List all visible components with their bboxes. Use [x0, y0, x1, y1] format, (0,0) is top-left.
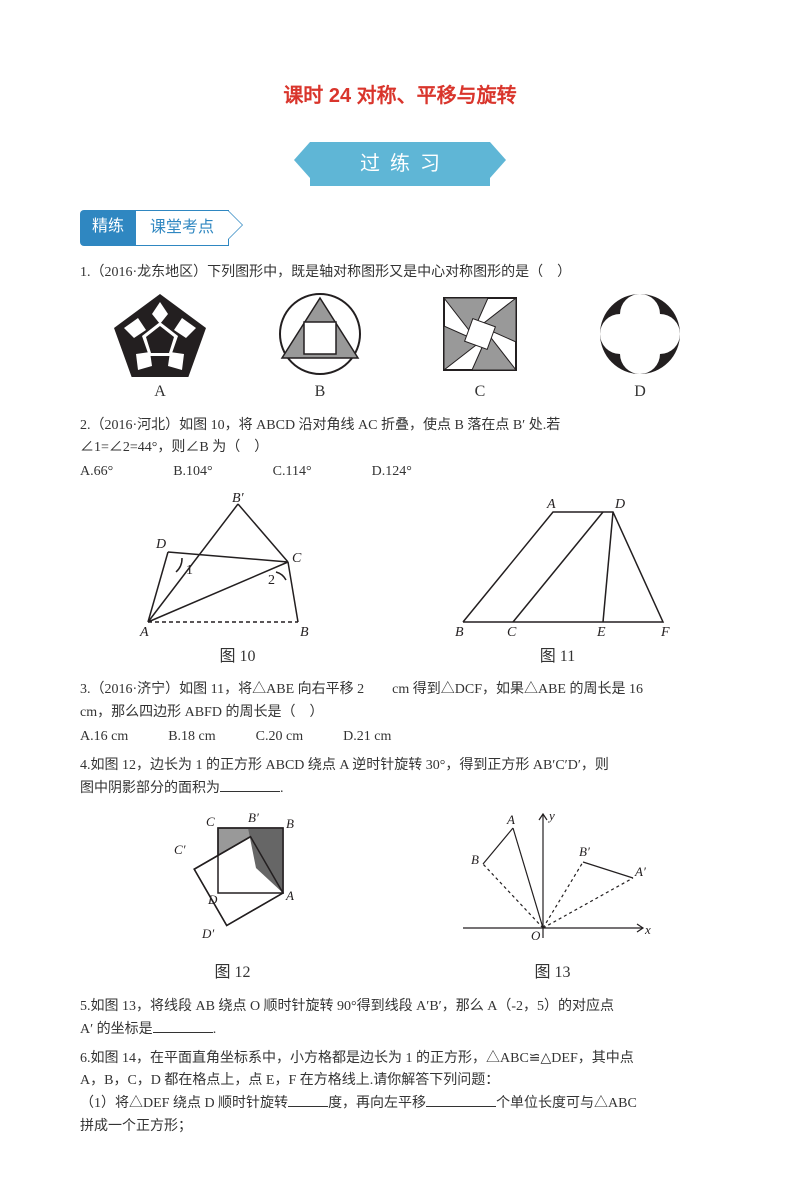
shape-a-icon [110, 292, 210, 377]
banner-wrap: 过练习 [80, 142, 720, 186]
q3-stem-1: 3.（2016·济宁）如图 11，将△ABE 向右平移 2 cm 得到△DCF，… [80, 679, 720, 701]
question-6: 6.如图 14，在平面直角坐标系中，小方格都是边长为 1 的正方形，△ABC≌△… [80, 1048, 720, 1139]
svg-text:B: B [455, 625, 464, 640]
q6-stem-4: 拼成一个正方形； [80, 1116, 720, 1138]
q2-opt-b: B.104° [173, 461, 212, 483]
svg-text:F: F [660, 625, 670, 640]
svg-text:2: 2 [268, 573, 275, 588]
q3-opt-b: B.18 cm [168, 726, 215, 748]
fig-10: A B B′ C D 1 2 图 10 [128, 492, 348, 670]
section-badge: 精练 课堂考点 [80, 210, 229, 246]
q1-label-b: B [270, 379, 370, 405]
svg-text:B′: B′ [232, 492, 245, 506]
fig13-svg: O x y A B A′ B′ [453, 808, 653, 958]
q5-stem-1: 5.如图 13，将线段 AB 绕点 O 顺时针旋转 90°得到线段 A′B′，那… [80, 996, 720, 1018]
badge-left: 精练 [80, 210, 136, 246]
q6-blank-1 [288, 1092, 328, 1107]
svg-text:B′: B′ [579, 844, 590, 859]
question-4: 4.如图 12，边长为 1 的正方形 ABCD 绕点 A 逆时针旋转 30°，得… [80, 755, 720, 986]
q1-label-c: C [430, 379, 530, 405]
q6-blank-2 [426, 1092, 496, 1107]
question-2: 2.（2016·河北）如图 10，将 ABCD 沿对角线 AC 折叠，使点 B … [80, 415, 720, 670]
svg-text:B′: B′ [248, 810, 259, 825]
svg-text:D′: D′ [201, 926, 214, 941]
q4-stem-2: 图中阴影部分的面积为. [80, 777, 720, 800]
page-title: 课时 24 对称、平移与旋转 [80, 80, 720, 112]
q1-label-d: D [590, 379, 690, 405]
q2-opt-c: C.114° [273, 461, 312, 483]
question-5: 5.如图 13，将线段 AB 绕点 O 顺时针旋转 90°得到线段 A′B′，那… [80, 996, 720, 1042]
q6-stem-1: 6.如图 14，在平面直角坐标系中，小方格都是边长为 1 的正方形，△ABC≌△… [80, 1048, 720, 1070]
svg-text:y: y [547, 808, 555, 823]
svg-text:D: D [614, 497, 625, 512]
q3-opt-c: C.20 cm [256, 726, 303, 748]
fig11-svg: A B C D E F [443, 492, 673, 642]
question-3: 3.（2016·济宁）如图 11，将△ABE 向右平移 2 cm 得到△DCF，… [80, 679, 720, 748]
q4-figures: A B C D B′ C′ D′ 图 12 [80, 808, 720, 986]
q1-figures: A B C [80, 292, 720, 405]
q4-stem-1: 4.如图 12，边长为 1 的正方形 ABCD 绕点 A 逆时针旋转 30°，得… [80, 755, 720, 777]
q1-label-a: A [110, 379, 210, 405]
svg-text:O: O [531, 928, 541, 943]
svg-text:C: C [206, 814, 215, 829]
svg-text:A: A [506, 812, 515, 827]
q6-stem-3: （1）将△DEF 绕点 D 顺时针旋转度，再向左平移个单位长度可与△ABC [80, 1092, 720, 1115]
fig10-caption: 图 10 [128, 644, 348, 670]
banner-practice: 过练习 [310, 142, 490, 186]
q4-blank [220, 777, 280, 792]
q3-options: A.16 cm B.18 cm C.20 cm D.21 cm [80, 726, 720, 748]
svg-text:A: A [285, 888, 294, 903]
svg-text:C: C [507, 625, 517, 640]
q5-stem-2: A′ 的坐标是. [80, 1018, 720, 1041]
q2-stem-2: ∠1=∠2=44°，则∠B 为（ ） [80, 437, 720, 459]
q2-opt-d: D.124° [372, 461, 412, 483]
svg-text:D: D [207, 892, 218, 907]
svg-text:1: 1 [186, 563, 193, 578]
fig10-svg: A B B′ C D 1 2 [128, 492, 348, 642]
svg-text:A: A [546, 497, 556, 512]
fig-12: A B C D B′ C′ D′ 图 12 [148, 808, 318, 986]
svg-text:B: B [300, 625, 309, 640]
svg-text:C′: C′ [174, 842, 186, 857]
q3-stem-2: cm，那么四边形 ABFD 的周长是（ ） [80, 702, 720, 724]
q1-fig-a: A [110, 292, 210, 405]
svg-text:C: C [292, 551, 302, 566]
shape-c-icon [430, 292, 530, 377]
fig-11: A B C D E F 图 11 [443, 492, 673, 670]
shape-b-icon [270, 292, 370, 377]
q1-stem: 1.（2016·龙东地区）下列图形中，既是轴对称图形又是中心对称图形的是（ ） [80, 262, 720, 284]
q5-blank [153, 1018, 213, 1033]
q6-stem-2: A，B，C，D 都在格点上，点 E，F 在方格线上.请你解答下列问题： [80, 1070, 720, 1092]
fig-13: O x y A B A′ B′ 图 13 [453, 808, 653, 986]
q2-options: A.66° B.104° C.114° D.124° [80, 461, 720, 483]
q2-figures: A B B′ C D 1 2 图 10 [80, 492, 720, 670]
svg-text:A: A [139, 625, 149, 640]
q2-opt-a: A.66° [80, 461, 113, 483]
svg-text:B: B [471, 852, 479, 867]
fig12-caption: 图 12 [148, 960, 318, 986]
q3-opt-d: D.21 cm [343, 726, 391, 748]
badge-right: 课堂考点 [136, 210, 229, 246]
svg-text:E: E [596, 625, 606, 640]
svg-text:D: D [155, 537, 166, 552]
q1-fig-c: C [430, 292, 530, 405]
fig11-caption: 图 11 [443, 644, 673, 670]
question-1: 1.（2016·龙东地区）下列图形中，既是轴对称图形又是中心对称图形的是（ ） [80, 262, 720, 405]
fig12-svg: A B C D B′ C′ D′ [148, 808, 318, 958]
q1-fig-b: B [270, 292, 370, 405]
shape-d-icon [590, 292, 690, 377]
svg-text:A′: A′ [634, 864, 646, 879]
svg-text:x: x [644, 922, 651, 937]
q1-fig-d: D [590, 292, 690, 405]
q3-opt-a: A.16 cm [80, 726, 128, 748]
fig13-caption: 图 13 [453, 960, 653, 986]
svg-text:B: B [286, 816, 294, 831]
q2-stem-1: 2.（2016·河北）如图 10，将 ABCD 沿对角线 AC 折叠，使点 B … [80, 415, 720, 437]
